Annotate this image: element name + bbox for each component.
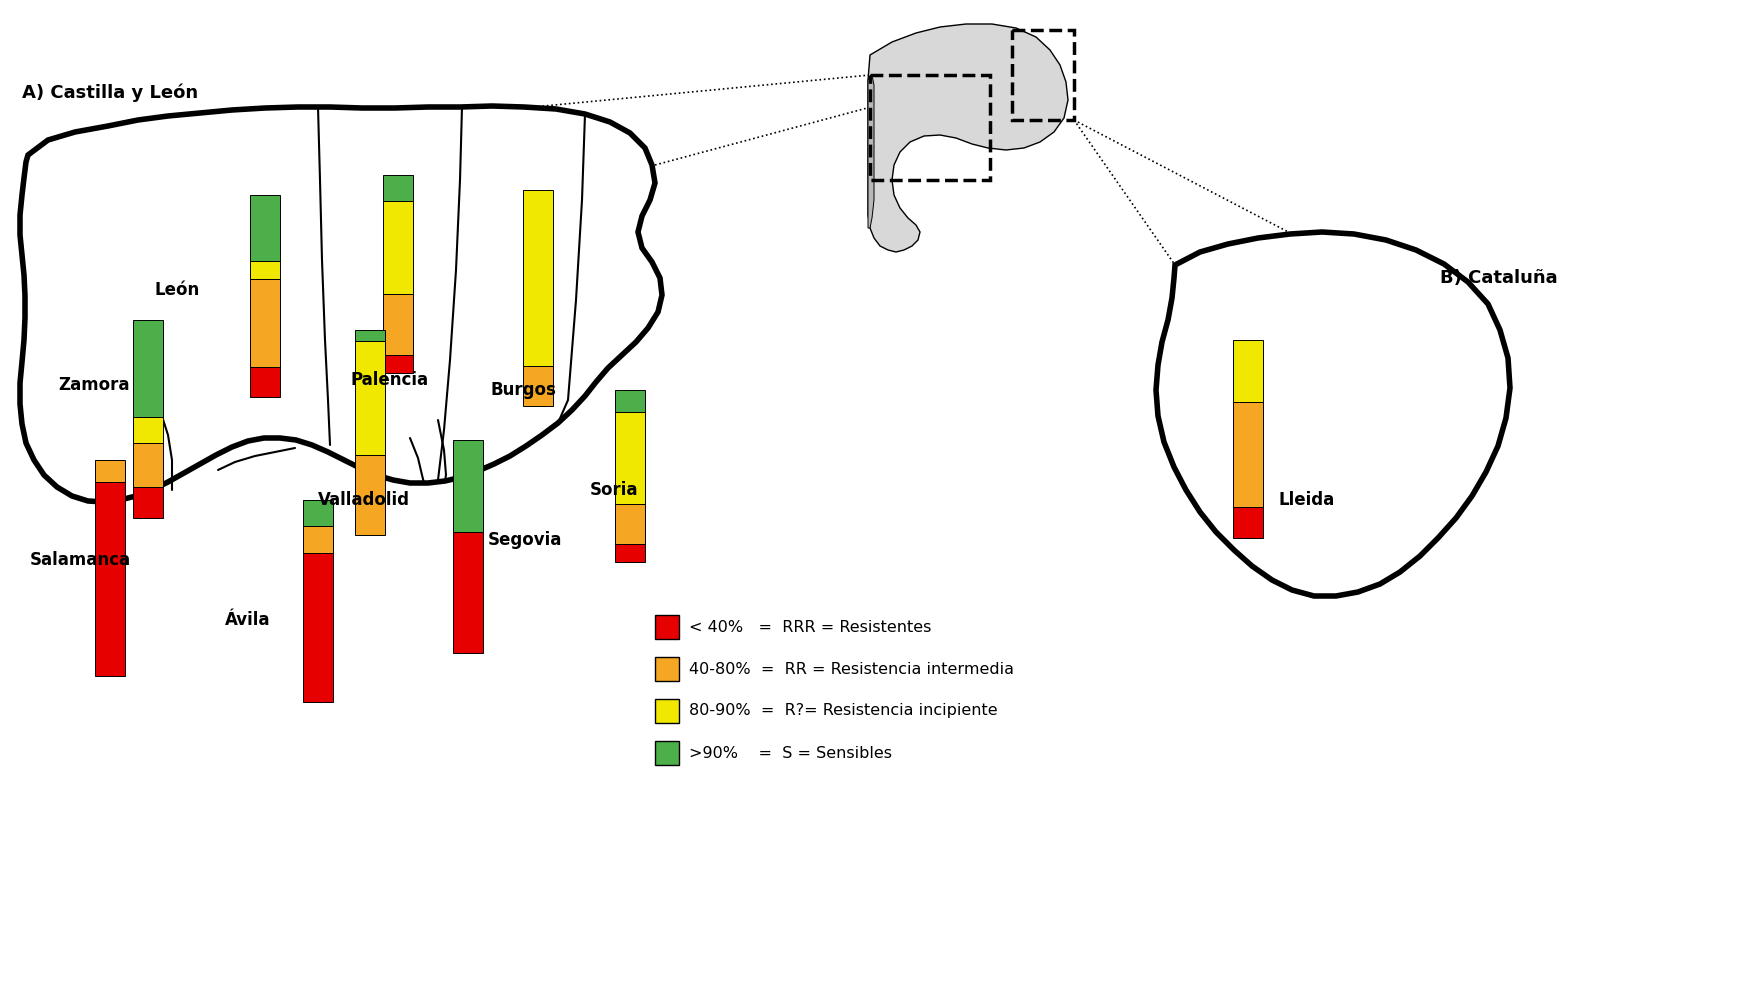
Bar: [453, 532, 483, 653]
Bar: [614, 390, 646, 412]
Bar: [383, 294, 413, 355]
Bar: [614, 544, 646, 562]
Text: Lleida: Lleida: [1278, 491, 1334, 509]
Bar: [654, 699, 679, 723]
Polygon shape: [1157, 232, 1510, 596]
Text: 40-80%  =  RR = Resistencia intermedia: 40-80% = RR = Resistencia intermedia: [690, 662, 1013, 676]
Bar: [303, 553, 332, 702]
Bar: [133, 320, 163, 417]
Bar: [523, 366, 553, 406]
Bar: [453, 440, 483, 532]
Bar: [614, 504, 646, 544]
Bar: [870, 75, 990, 180]
Bar: [250, 279, 280, 367]
Bar: [383, 355, 413, 373]
Text: Segovia: Segovia: [488, 531, 562, 549]
Bar: [1234, 402, 1264, 507]
Text: Palencia: Palencia: [350, 371, 429, 389]
Text: Salamanca: Salamanca: [30, 551, 131, 569]
Bar: [383, 175, 413, 201]
Bar: [250, 195, 280, 261]
Text: < 40%   =  RRR = Resistentes: < 40% = RRR = Resistentes: [690, 619, 931, 635]
Bar: [133, 417, 163, 443]
Bar: [654, 657, 679, 681]
Polygon shape: [19, 106, 662, 502]
Bar: [1234, 340, 1264, 402]
Bar: [654, 615, 679, 639]
Text: Valladolid: Valladolid: [318, 491, 410, 509]
Bar: [614, 412, 646, 504]
Bar: [94, 460, 124, 482]
Text: B) Cataluña: B) Cataluña: [1440, 269, 1558, 287]
Text: Soria: Soria: [590, 481, 639, 499]
Bar: [303, 526, 332, 553]
Bar: [355, 455, 385, 535]
Bar: [303, 500, 332, 526]
Text: 80-90%  =  R?= Resistencia incipiente: 80-90% = R?= Resistencia incipiente: [690, 704, 997, 718]
Bar: [654, 741, 679, 765]
Bar: [133, 443, 163, 487]
Polygon shape: [868, 24, 1068, 252]
Bar: [94, 482, 124, 676]
Bar: [383, 201, 413, 294]
Bar: [133, 487, 163, 518]
Text: Burgos: Burgos: [490, 381, 556, 399]
Text: A) Castilla y León: A) Castilla y León: [23, 84, 198, 102]
Bar: [355, 341, 385, 455]
Bar: [250, 261, 280, 279]
Bar: [1234, 507, 1264, 538]
Text: León: León: [156, 281, 200, 299]
Text: Ávila: Ávila: [226, 611, 271, 629]
Bar: [1011, 30, 1074, 120]
Polygon shape: [868, 75, 873, 228]
Text: Zamora: Zamora: [58, 376, 130, 394]
Bar: [250, 367, 280, 397]
Bar: [355, 330, 385, 341]
Bar: [523, 190, 553, 366]
Text: >90%    =  S = Sensibles: >90% = S = Sensibles: [690, 746, 892, 760]
